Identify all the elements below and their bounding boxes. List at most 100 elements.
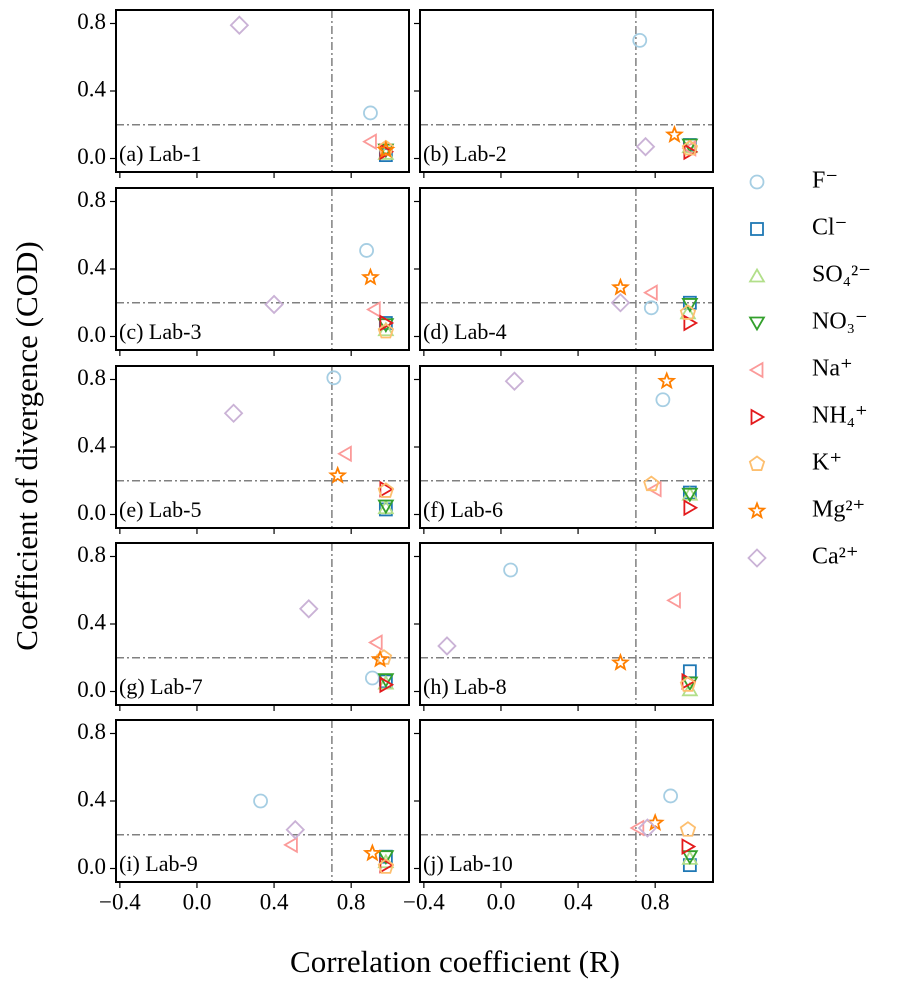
- marker: [747, 548, 767, 568]
- marker: [377, 139, 395, 156]
- y-tick-label: 0.8: [77, 9, 106, 34]
- marker: [367, 634, 383, 652]
- y-axis-label: Coefficient of divergence (COD): [9, 241, 44, 650]
- marker: [610, 292, 631, 313]
- marker: [362, 843, 382, 862]
- marker: [629, 819, 645, 837]
- y-tick-label: 0.0: [77, 677, 106, 702]
- marker: [748, 316, 766, 332]
- marker: [285, 819, 306, 840]
- marker: [326, 370, 342, 386]
- marker: [362, 133, 377, 151]
- panel-title: (f) Lab-6: [423, 497, 503, 522]
- y-tick-label: 0.0: [77, 144, 106, 169]
- marker: [377, 322, 395, 339]
- marker: [328, 465, 348, 484]
- marker: [747, 500, 767, 520]
- x-tick-label: 0.4: [260, 889, 289, 914]
- marker: [377, 858, 395, 874]
- marker: [610, 277, 631, 296]
- marker: [663, 788, 678, 804]
- marker: [657, 371, 677, 390]
- marker: [748, 361, 764, 379]
- marker: [360, 267, 380, 286]
- legend-label: Na⁺: [812, 356, 853, 382]
- marker: [504, 371, 525, 391]
- y-tick-label: 0.8: [77, 187, 106, 212]
- y-tick-label: 0.0: [77, 500, 106, 525]
- marker: [681, 139, 699, 156]
- marker: [364, 670, 380, 686]
- marker: [370, 649, 390, 668]
- x-axis-label: Correlation coefficient (R): [290, 944, 620, 979]
- marker: [643, 300, 659, 316]
- marker: [664, 124, 684, 143]
- panel-frame: [115, 719, 410, 883]
- y-tick-label: 0.4: [77, 786, 106, 811]
- marker: [503, 562, 518, 578]
- marker: [377, 482, 395, 498]
- y-tick-label: 0.8: [77, 719, 106, 744]
- marker: [748, 267, 766, 283]
- panel-frame: [115, 365, 410, 529]
- legend-label: F⁻: [812, 168, 838, 194]
- marker: [437, 636, 457, 656]
- marker: [337, 445, 352, 463]
- y-tick-label: 0.0: [77, 322, 106, 347]
- legend-label: NO₃⁻: [812, 309, 868, 335]
- legend-label: Cl⁻: [812, 215, 847, 241]
- panel-title: (g) Lab-7: [119, 674, 203, 699]
- marker: [366, 301, 381, 318]
- marker: [643, 284, 658, 302]
- y-tick-label: 0.0: [77, 854, 106, 879]
- marker: [283, 836, 298, 854]
- x-tick-label: −0.4: [403, 889, 445, 914]
- marker: [359, 243, 374, 258]
- marker: [748, 455, 766, 471]
- marker: [377, 499, 395, 515]
- y-tick-label: 0.4: [77, 609, 106, 634]
- marker: [750, 408, 766, 426]
- marker: [750, 222, 764, 236]
- marker: [681, 298, 699, 313]
- y-tick-label: 0.8: [77, 542, 106, 567]
- marker: [655, 392, 671, 408]
- marker: [643, 475, 660, 492]
- x-tick-label: 0.4: [564, 889, 593, 914]
- panel-title: (h) Lab-8: [423, 674, 507, 699]
- marker: [363, 105, 378, 121]
- legend-label: NH₄⁺: [812, 403, 868, 429]
- panel-frame: [419, 187, 714, 351]
- panel-title: (a) Lab-1: [119, 141, 201, 166]
- marker: [264, 294, 284, 315]
- marker: [379, 676, 395, 694]
- marker: [679, 304, 697, 320]
- marker: [679, 676, 697, 692]
- panel-frame: [115, 9, 410, 173]
- marker: [377, 850, 395, 865]
- marker: [377, 673, 395, 688]
- marker: [378, 502, 393, 517]
- marker: [681, 838, 697, 856]
- legend-label: Ca²⁺: [812, 544, 859, 570]
- marker: [376, 140, 396, 159]
- marker: [379, 856, 395, 874]
- marker: [637, 818, 658, 838]
- marker: [666, 591, 681, 609]
- marker: [681, 487, 699, 503]
- panel-frame: [419, 542, 714, 706]
- marker: [379, 314, 395, 332]
- marker: [679, 821, 697, 837]
- y-tick-label: 0.4: [77, 76, 106, 101]
- y-tick-label: 0.4: [77, 254, 106, 279]
- panel-title: (d) Lab-4: [423, 319, 507, 344]
- y-tick-label: 0.8: [77, 365, 106, 390]
- marker: [298, 599, 319, 619]
- y-tick-label: 0.4: [77, 432, 106, 457]
- legend-label: Mg²⁺: [812, 497, 865, 523]
- legend-label: SO₄²⁻: [812, 262, 871, 288]
- panel-frame: [419, 9, 714, 173]
- marker: [682, 858, 697, 873]
- panel-title: (b) Lab-2: [423, 141, 507, 166]
